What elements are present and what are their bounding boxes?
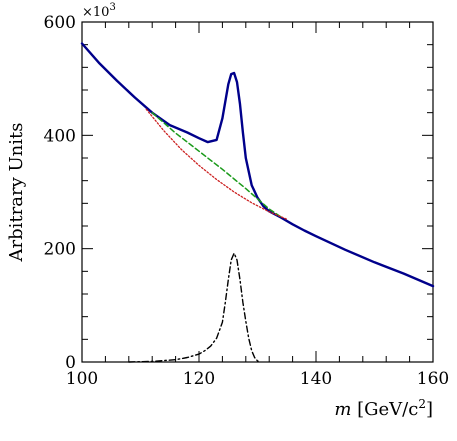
ticks [81,21,434,363]
x-tick-label: 100 [66,369,98,389]
y-multiplier: ×103 [82,2,116,20]
x-tick-label: 120 [183,369,215,389]
series-line-dashed [151,111,282,218]
y-tick-label: 0 [65,353,76,373]
series-line-dash-dot [128,252,262,363]
series-line-dotted [145,108,288,220]
plot-frame [81,21,434,363]
tick-labels: 100 120 140 160 0 200 400 600 [44,13,450,389]
y-tick-label: 600 [44,13,76,33]
y-tick-label: 400 [44,126,76,146]
x-tick-label: 140 [300,369,332,389]
x-tick-label: 160 [417,369,449,389]
y-axis-title: Arbitrary Units [6,123,27,263]
x-axis-title: m [GeV/c2] [334,397,433,420]
y-tick-label: 200 [44,240,76,260]
series-line-solid [80,42,435,288]
series-layer [80,42,435,363]
